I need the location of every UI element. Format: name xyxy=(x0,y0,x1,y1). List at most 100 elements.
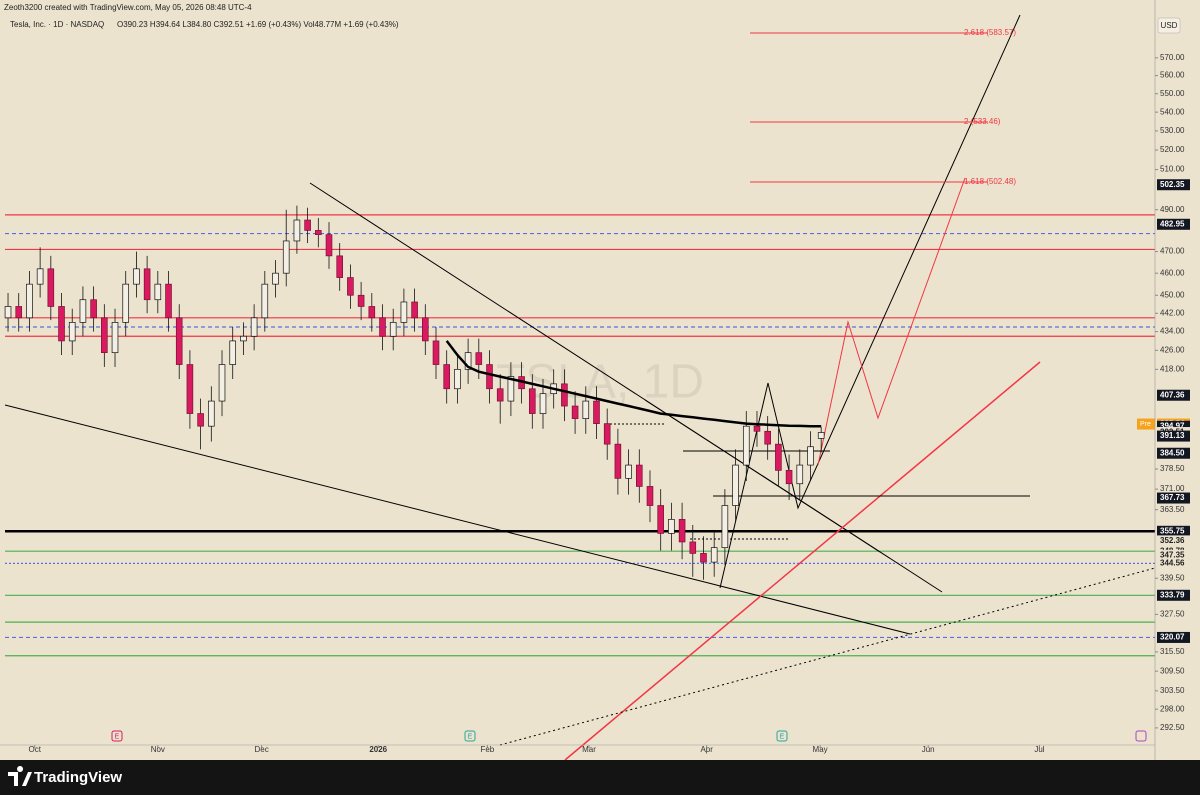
currency-box[interactable] xyxy=(1157,17,1181,34)
candle-body xyxy=(4,306,12,319)
symbol: Tesla, Inc. · 1D · NASDAQ xyxy=(10,20,104,29)
candle-body xyxy=(807,446,814,466)
x-tick-label: Apr xyxy=(700,745,713,754)
x-tick-label: Oct xyxy=(29,745,42,754)
candle-body xyxy=(582,400,590,419)
event-icon[interactable] xyxy=(1135,730,1147,742)
price-tag-label: 391.13 xyxy=(1160,431,1185,440)
candle-body xyxy=(36,268,44,285)
candle-body xyxy=(315,230,322,235)
y-tick-label: 378.50 xyxy=(1160,464,1185,473)
candle-body xyxy=(753,425,761,432)
price-tag-label: 384.50 xyxy=(1160,448,1185,457)
candle-body xyxy=(250,317,258,337)
candle-body xyxy=(678,519,686,543)
candle-body xyxy=(614,443,622,479)
event-icons: E E E xyxy=(111,730,1147,742)
price-tag-label: 502.35 xyxy=(1160,180,1185,189)
y-tick-label: 460.00 xyxy=(1160,268,1185,277)
price-tag xyxy=(1157,218,1190,230)
y-tick-label: 470.00 xyxy=(1160,247,1185,256)
candle-body xyxy=(133,268,140,285)
candle-body xyxy=(721,505,729,549)
trendline xyxy=(564,361,1041,761)
price-tag-label: 320.07 xyxy=(1160,633,1185,642)
candle-body xyxy=(154,283,162,301)
moving-average xyxy=(445,340,822,428)
candle-body xyxy=(571,405,579,419)
candle-body xyxy=(293,219,301,242)
price-tag-label: 367.73 xyxy=(1160,493,1185,502)
candle-body xyxy=(689,541,697,554)
x-tick-label: Mar xyxy=(582,745,596,754)
candle-body xyxy=(454,368,461,390)
candle-body xyxy=(742,425,750,466)
fib-label: 2.618 (583.57) xyxy=(964,28,1016,37)
candle-body xyxy=(422,317,429,342)
price-tag xyxy=(1157,631,1190,643)
y-tick-label: 570.00 xyxy=(1160,53,1185,62)
price-tag-label: 344.56 xyxy=(1160,559,1185,568)
event-icon[interactable] xyxy=(776,730,788,742)
candle-body xyxy=(507,376,515,402)
candle-body xyxy=(68,322,76,342)
y-tick-label: 530.00 xyxy=(1160,126,1185,135)
candle-body xyxy=(379,317,386,337)
candle-body xyxy=(464,352,472,370)
candle-body xyxy=(432,340,440,365)
candle-body xyxy=(26,283,33,319)
y-tick-label: 442.00 xyxy=(1160,308,1185,317)
price-tag-label: 352.36 xyxy=(1160,536,1185,545)
candle-body xyxy=(90,299,97,319)
event-icon[interactable] xyxy=(464,730,476,742)
price-tag xyxy=(1157,557,1190,569)
projection xyxy=(817,177,966,466)
currency[interactable]: USD xyxy=(1161,21,1178,30)
price-tag-label: 394.97 xyxy=(1160,421,1185,430)
candle-body xyxy=(486,364,493,390)
trendline xyxy=(499,567,1156,746)
x-tick-label: Jun xyxy=(922,745,935,754)
x-tick-label: Jul xyxy=(1034,745,1044,754)
trendline xyxy=(4,404,911,635)
candle-body xyxy=(208,400,215,427)
price-tag-label: 347.35 xyxy=(1160,550,1185,559)
price-tag-prefix-box xyxy=(1137,418,1155,430)
price-tag xyxy=(1157,179,1190,191)
candle-body xyxy=(304,219,311,231)
event-icon[interactable] xyxy=(111,730,123,742)
candle-body xyxy=(400,301,408,323)
price-tag xyxy=(1157,589,1190,601)
price-tag xyxy=(1157,389,1190,401)
y-tick-label: 309.50 xyxy=(1160,666,1185,675)
y-tick-label: 418.00 xyxy=(1160,364,1185,373)
candle-body xyxy=(764,430,771,445)
y-tick-label: 327.50 xyxy=(1160,610,1185,619)
candle-body xyxy=(668,519,675,534)
x-tick-label: Dec xyxy=(254,745,268,754)
candle-body xyxy=(336,255,343,278)
event-label: E xyxy=(780,733,785,740)
candle-body xyxy=(817,432,825,439)
y-tick-label: 520.00 xyxy=(1160,145,1185,154)
candle-body xyxy=(796,464,804,485)
price-tag xyxy=(1157,549,1190,561)
event-label: E xyxy=(468,733,473,740)
y-tick-label: 550.00 xyxy=(1160,89,1185,98)
candle-body xyxy=(325,234,333,257)
price-tag xyxy=(1157,535,1190,547)
candle-body xyxy=(657,505,664,534)
candle-body xyxy=(700,553,707,563)
candle-body xyxy=(261,283,269,319)
candle-body xyxy=(496,388,504,402)
candle-body xyxy=(775,443,782,471)
x-tick-label: Feb xyxy=(480,745,494,754)
y-tick-label: 339.50 xyxy=(1160,573,1185,582)
y-tick-label: 434.00 xyxy=(1160,327,1185,336)
ohlc: O390.23 H394.64 L384.80 C392.51 +1.69 (+… xyxy=(117,20,399,29)
x-tick-label: 2026 xyxy=(369,745,387,754)
candle-body xyxy=(240,335,247,342)
drawings xyxy=(4,14,1156,761)
brand: TradingView xyxy=(34,769,122,786)
